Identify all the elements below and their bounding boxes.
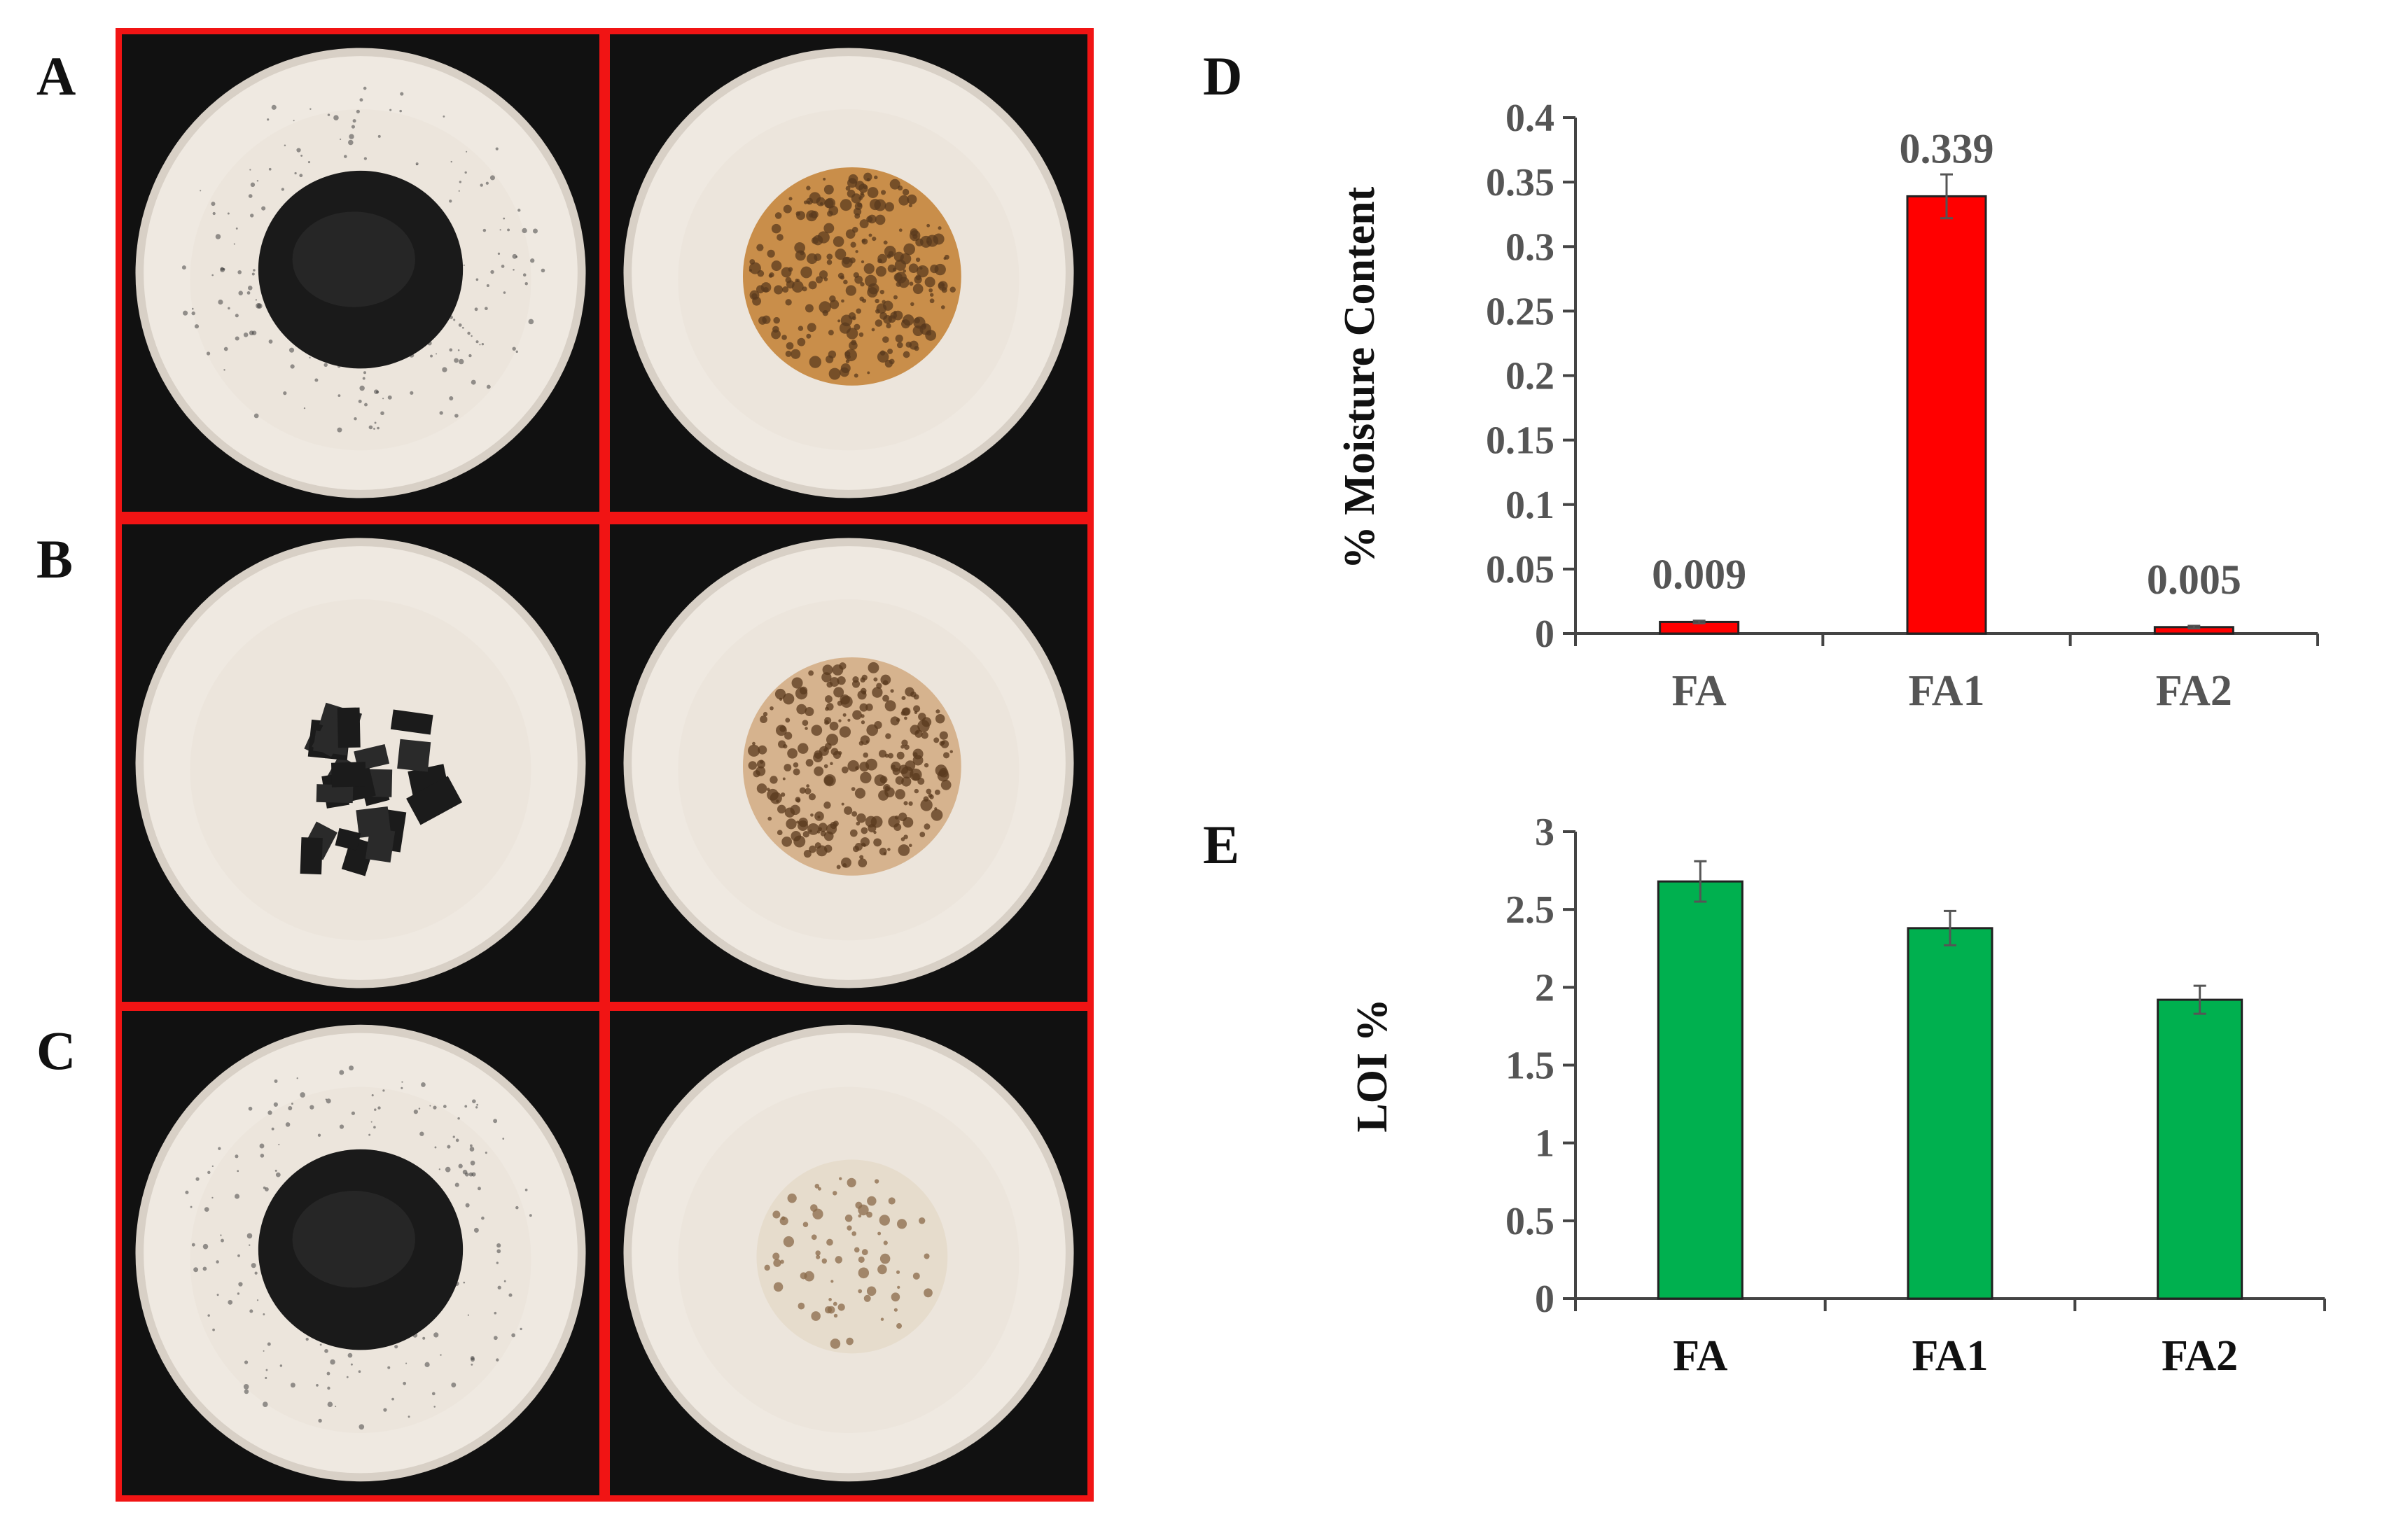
category-label: FA [1672, 667, 1727, 715]
category-label: FA2 [2162, 1332, 2238, 1380]
y-axis-title: LOI % [1349, 998, 1396, 1132]
category-label: FA1 [1912, 1332, 1988, 1380]
y-tick-label: 0.25 [1486, 290, 1554, 333]
y-tick-label: 0.2 [1505, 355, 1554, 398]
panel-label-e: E [1203, 814, 1240, 875]
category-label: FA1 [1908, 667, 1984, 715]
photo-b-right [604, 518, 1094, 1008]
moisture-chart-svg: 0 0.05 0.1 0.15 0.2 0.25 0.3 0.35 0.4 0.009 FA 0.33… [1336, 97, 2319, 715]
y-axis-title: % Moisture Content [1336, 186, 1384, 569]
bar-fa1 [1907, 927, 1993, 1300]
y-tick-label: 0.35 [1486, 161, 1554, 204]
photo-a-left [116, 28, 606, 518]
photo-b-left [116, 518, 606, 1008]
loi-chart: 0 0.5 1 1.5 2 2.5 3 FA FA1 FA2 LOI % [1316, 805, 2353, 1407]
panel-label-c: C [36, 1020, 76, 1081]
category-label: FA [1673, 1332, 1727, 1380]
tan-mottled-bowl [623, 538, 1074, 988]
photo-c-right [604, 1005, 1094, 1502]
y-tick-label: 0.3 [1505, 225, 1554, 269]
data-label: 0.009 [1652, 551, 1746, 597]
data-label: 0.005 [2147, 557, 2241, 603]
bar-fa [1657, 880, 1744, 1300]
light-speckled-bowl [623, 1024, 1074, 1482]
panel-label-d: D [1203, 46, 1243, 106]
y-tick-label: 0.05 [1486, 548, 1554, 592]
black-powder-bowl [135, 48, 586, 498]
loi-chart-svg: 0 0.5 1 1.5 2 2.5 3 FA FA1 FA2 LOI % [1349, 811, 2326, 1380]
y-tick-label: 0.15 [1486, 419, 1554, 463]
photo-c-left [116, 1005, 606, 1502]
y-tick-label: 2.5 [1505, 888, 1554, 932]
y-tick-label: 3 [1535, 811, 1554, 854]
bar-fa1 [1906, 195, 1987, 635]
panel-label-b: B [36, 529, 74, 589]
photo-a-right [604, 28, 1094, 518]
y-tick-label: 1.5 [1505, 1044, 1554, 1088]
bar-fa2 [2157, 998, 2243, 1300]
brown-mottled-bowl [623, 48, 1074, 498]
category-label: FA2 [2156, 667, 2232, 715]
black-powder-bowl [135, 1024, 586, 1482]
y-tick-label: 0 [1535, 613, 1554, 656]
data-label: 0.339 [1900, 125, 1994, 172]
y-tick-label: 1 [1535, 1122, 1554, 1166]
black-clumps-bowl [135, 538, 586, 988]
panel-label-a: A [36, 46, 76, 106]
y-tick-label: 2 [1535, 966, 1554, 1009]
y-tick-label: 0 [1535, 1278, 1554, 1321]
moisture-chart: 0 0.05 0.1 0.15 0.2 0.25 0.3 0.35 0.4 0.009 FA 0.33… [1316, 84, 2353, 742]
y-tick-label: 0.1 [1505, 484, 1554, 527]
y-tick-label: 0.4 [1505, 97, 1554, 140]
y-tick-label: 0.5 [1505, 1200, 1554, 1243]
